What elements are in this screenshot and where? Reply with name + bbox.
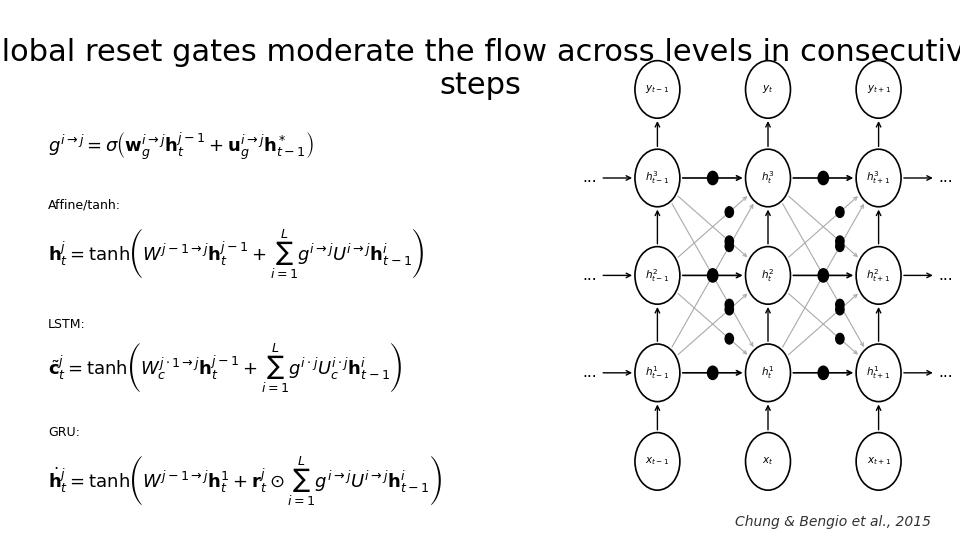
Circle shape: [725, 236, 733, 247]
Circle shape: [836, 299, 844, 310]
Text: $x_t$: $x_t$: [762, 455, 774, 467]
Circle shape: [725, 304, 733, 315]
Text: $h_{t-1}^3$: $h_{t-1}^3$: [645, 170, 669, 186]
Text: $x_{t+1}$: $x_{t+1}$: [867, 455, 891, 467]
Text: Chung & Bengio et al., 2015: Chung & Bengio et al., 2015: [735, 515, 931, 529]
Text: $y_t$: $y_t$: [762, 83, 774, 96]
Text: $h_{t-1}^1$: $h_{t-1}^1$: [645, 364, 669, 381]
Circle shape: [836, 207, 844, 218]
Circle shape: [746, 149, 790, 207]
Circle shape: [635, 247, 680, 304]
Text: LSTM:: LSTM:: [48, 318, 85, 330]
Circle shape: [856, 60, 901, 118]
Text: ...: ...: [583, 366, 597, 380]
Circle shape: [746, 60, 790, 118]
Text: $\mathbf{h}_t^j = \tanh\!\left( W^{j-1 \rightarrow j}\mathbf{h}_t^{j-1} + \sum_{: $\mathbf{h}_t^j = \tanh\!\left( W^{j-1 \…: [48, 226, 424, 281]
Circle shape: [836, 333, 844, 344]
Text: $h_{t-1}^2$: $h_{t-1}^2$: [645, 267, 669, 284]
Text: $h_{t+1}^1$: $h_{t+1}^1$: [867, 364, 891, 381]
Circle shape: [635, 60, 680, 118]
Circle shape: [856, 433, 901, 490]
Circle shape: [856, 247, 901, 304]
Text: $x_{t-1}$: $x_{t-1}$: [645, 455, 669, 467]
Circle shape: [725, 241, 733, 252]
Text: Affine/tanh:: Affine/tanh:: [48, 199, 121, 212]
Text: $h_t^3$: $h_t^3$: [761, 170, 775, 186]
Circle shape: [836, 304, 844, 315]
Circle shape: [708, 269, 718, 282]
Circle shape: [725, 207, 733, 218]
Circle shape: [635, 433, 680, 490]
Circle shape: [818, 366, 828, 380]
Text: $\dot{\mathbf{h}}_t^j = \tanh\!\left( W^{j-1 \rightarrow j}\mathbf{h}_t^{1} + \m: $\dot{\mathbf{h}}_t^j = \tanh\!\left( W^…: [48, 453, 443, 508]
Circle shape: [725, 299, 733, 310]
Text: $h_{t+1}^2$: $h_{t+1}^2$: [867, 267, 891, 284]
Text: $\tilde{\mathbf{c}}_t^j = \tanh\!\left( W_c^{j \cdot 1 \rightarrow j}\mathbf{h}_: $\tilde{\mathbf{c}}_t^j = \tanh\!\left( …: [48, 340, 402, 395]
Circle shape: [635, 344, 680, 402]
Text: ...: ...: [939, 366, 953, 380]
Circle shape: [856, 149, 901, 207]
Circle shape: [635, 149, 680, 207]
Circle shape: [836, 241, 844, 252]
Text: ...: ...: [583, 268, 597, 283]
Text: $g^{i \rightarrow j} = \sigma \left( \mathbf{w}_g^{i \rightarrow j} \mathbf{h}_t: $g^{i \rightarrow j} = \sigma \left( \ma…: [48, 130, 314, 161]
Text: $h_{t+1}^3$: $h_{t+1}^3$: [867, 170, 891, 186]
Text: GRU:: GRU:: [48, 426, 80, 438]
Circle shape: [746, 433, 790, 490]
Text: Global reset gates moderate the flow across levels in consecutive
steps: Global reset gates moderate the flow acr…: [0, 38, 960, 100]
Circle shape: [708, 366, 718, 380]
Text: $y_{t-1}$: $y_{t-1}$: [645, 83, 669, 96]
Circle shape: [818, 171, 828, 185]
Text: $h_t^1$: $h_t^1$: [761, 364, 775, 381]
Circle shape: [746, 344, 790, 402]
Circle shape: [856, 344, 901, 402]
Text: ...: ...: [583, 171, 597, 185]
Text: ...: ...: [939, 171, 953, 185]
Circle shape: [836, 236, 844, 247]
Circle shape: [746, 247, 790, 304]
Circle shape: [725, 333, 733, 344]
Circle shape: [708, 171, 718, 185]
Text: $y_{t+1}$: $y_{t+1}$: [867, 83, 891, 96]
Circle shape: [818, 269, 828, 282]
Text: ...: ...: [939, 268, 953, 283]
Text: $h_t^2$: $h_t^2$: [761, 267, 775, 284]
